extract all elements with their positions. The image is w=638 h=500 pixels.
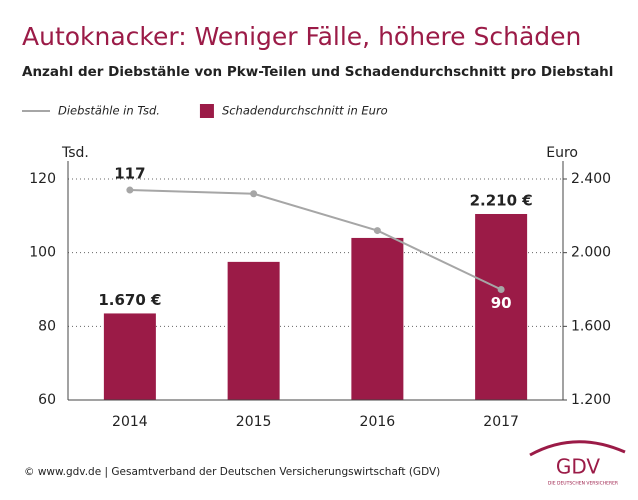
y2-tick-label: 2.400	[571, 171, 611, 187]
line-point	[250, 190, 258, 198]
legend-label: Diebstähle in Tsd.	[58, 104, 160, 118]
logo-tagline: DIE DEUTSCHEN VERSICHERER	[548, 481, 618, 487]
chart-title: Autoknacker: Weniger Fälle, höhere Schäd…	[22, 22, 581, 51]
x-tick-label: 2015	[236, 414, 272, 430]
bar	[227, 261, 280, 400]
y-tick-label: 80	[38, 318, 56, 334]
bar-value-label: 2.210 €	[470, 191, 533, 209]
y-tick-label: 60	[38, 392, 56, 408]
legend-swatch	[199, 104, 214, 118]
y-tick-label: 100	[29, 245, 56, 261]
bar-value-label: 1.670 €	[98, 291, 161, 309]
footer: © www.gdv.de | Gesamtverband der Deutsch…	[24, 466, 440, 478]
line-value-label: 90	[491, 294, 512, 312]
line-point	[497, 286, 505, 293]
x-tick-label: 2017	[483, 414, 519, 430]
bar	[351, 237, 404, 400]
y2-tick-label: 1.600	[571, 318, 611, 334]
bar	[103, 313, 156, 400]
y2-tick-label: 1.200	[571, 392, 611, 408]
line-value-label: 117	[114, 165, 145, 183]
x-tick-label: 2016	[360, 414, 396, 430]
logo: GDV	[556, 455, 601, 479]
y-axis-label: Tsd.	[61, 145, 89, 161]
bar	[475, 213, 528, 400]
logo-arc	[529, 440, 626, 457]
chart-subtitle: Anzahl der Diebstähle von Pkw-Teilen und…	[22, 64, 613, 80]
legend-label: Schadendurchschnitt in Euro	[222, 104, 388, 118]
y2-axis-label: Euro	[546, 145, 578, 161]
x-tick-label: 2014	[112, 414, 148, 430]
y-tick-label: 120	[29, 171, 56, 187]
line-point	[126, 186, 134, 194]
line-point	[373, 227, 381, 235]
y2-tick-label: 2.000	[571, 245, 611, 261]
line	[129, 189, 502, 291]
